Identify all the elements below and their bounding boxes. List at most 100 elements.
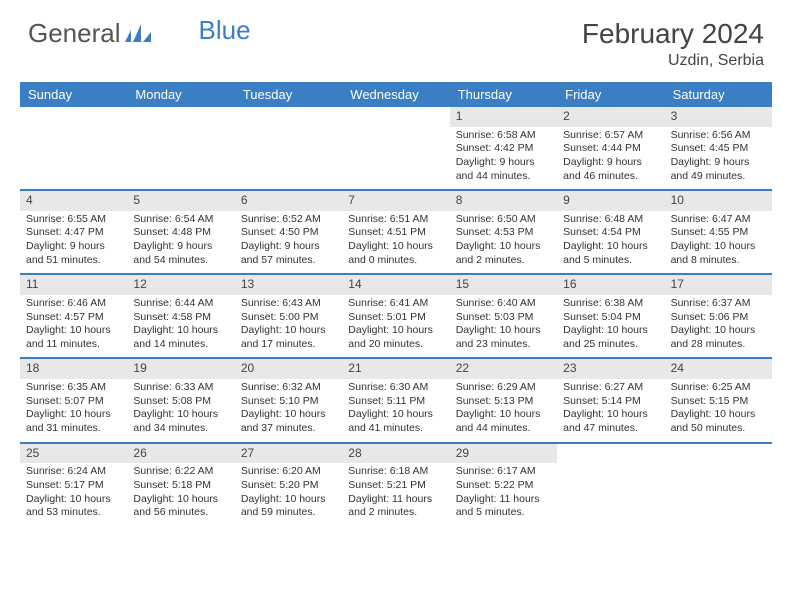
day-number: 11 [20,275,127,295]
day-cell [342,107,449,189]
daylight-text: Daylight: 9 hours and 44 minutes. [456,156,551,183]
daylight-text: Daylight: 10 hours and 14 minutes. [133,324,228,351]
sunrise-text: Sunrise: 6:48 AM [563,213,658,227]
daylight-text: Daylight: 9 hours and 57 minutes. [241,240,336,267]
day-cell: 29Sunrise: 6:17 AMSunset: 5:22 PMDayligh… [450,444,557,526]
day-number: 23 [557,359,664,379]
sunset-text: Sunset: 4:42 PM [456,142,551,156]
daylight-text: Daylight: 9 hours and 46 minutes. [563,156,658,183]
day-cell: 2Sunrise: 6:57 AMSunset: 4:44 PMDaylight… [557,107,664,189]
sunset-text: Sunset: 4:45 PM [671,142,766,156]
daylight-text: Daylight: 10 hours and 59 minutes. [241,493,336,520]
sunrise-text: Sunrise: 6:41 AM [348,297,443,311]
day-number: 8 [450,191,557,211]
sunset-text: Sunset: 5:01 PM [348,311,443,325]
day-cell: 3Sunrise: 6:56 AMSunset: 4:45 PMDaylight… [665,107,772,189]
sunset-text: Sunset: 5:03 PM [456,311,551,325]
daylight-text: Daylight: 10 hours and 34 minutes. [133,408,228,435]
day-number: 29 [450,444,557,464]
sunrise-text: Sunrise: 6:38 AM [563,297,658,311]
day-number: 6 [235,191,342,211]
day-number: 26 [127,444,234,464]
daylight-text: Daylight: 10 hours and 41 minutes. [348,408,443,435]
daylight-text: Daylight: 9 hours and 54 minutes. [133,240,228,267]
sunset-text: Sunset: 5:18 PM [133,479,228,493]
sunset-text: Sunset: 4:50 PM [241,226,336,240]
day-number: 27 [235,444,342,464]
daylight-text: Daylight: 10 hours and 28 minutes. [671,324,766,351]
sunrise-text: Sunrise: 6:40 AM [456,297,551,311]
location: Uzdin, Serbia [582,52,764,70]
day-number: 25 [20,444,127,464]
day-number: 2 [557,107,664,127]
day-cell: 10Sunrise: 6:47 AMSunset: 4:55 PMDayligh… [665,191,772,273]
sunrise-text: Sunrise: 6:54 AM [133,213,228,227]
daylight-text: Daylight: 10 hours and 56 minutes. [133,493,228,520]
day-number: 19 [127,359,234,379]
day-number: 18 [20,359,127,379]
day-number: 9 [557,191,664,211]
daylight-text: Daylight: 10 hours and 17 minutes. [241,324,336,351]
daylight-text: Daylight: 10 hours and 11 minutes. [26,324,121,351]
sunrise-text: Sunrise: 6:33 AM [133,381,228,395]
daylight-text: Daylight: 10 hours and 31 minutes. [26,408,121,435]
title-block: February 2024 Uzdin, Serbia [582,18,764,70]
sunset-text: Sunset: 5:06 PM [671,311,766,325]
daylight-text: Daylight: 10 hours and 5 minutes. [563,240,658,267]
daylight-text: Daylight: 10 hours and 8 minutes. [671,240,766,267]
sunset-text: Sunset: 5:07 PM [26,395,121,409]
sunset-text: Sunset: 4:57 PM [26,311,121,325]
day-number: 22 [450,359,557,379]
sunset-text: Sunset: 4:48 PM [133,226,228,240]
sunset-text: Sunset: 4:54 PM [563,226,658,240]
day-cell: 21Sunrise: 6:30 AMSunset: 5:11 PMDayligh… [342,359,449,441]
sunset-text: Sunset: 4:53 PM [456,226,551,240]
sunset-text: Sunset: 4:44 PM [563,142,658,156]
logo-text-2: Blue [199,15,251,46]
sunset-text: Sunset: 4:47 PM [26,226,121,240]
day-cell: 11 Sunrise: 6:46 AMSunset: 4:57 PMDayligh… [20,275,127,357]
day-cell: 14Sunrise: 6:41 AMSunset: 5:01 PMDayligh… [342,275,449,357]
day-cell [665,444,772,526]
sunset-text: Sunset: 4:51 PM [348,226,443,240]
day-cell: 18 Sunrise: 6:35 AMSunset: 5:07 PMDayligh… [20,359,127,441]
sunrise-text: Sunrise: 6:37 AM [671,297,766,311]
logo-chart-icon [125,18,151,49]
day-number: 7 [342,191,449,211]
sunset-text: Sunset: 5:11 PM [348,395,443,409]
day-cell [235,107,342,189]
day-header: Wednesday [342,82,449,107]
daylight-text: Daylight: 11 hours and 2 minutes. [348,493,443,520]
sunset-text: Sunset: 5:10 PM [241,395,336,409]
sunset-text: Sunset: 5:13 PM [456,395,551,409]
day-cell: 23Sunrise: 6:27 AMSunset: 5:14 PMDayligh… [557,359,664,441]
sunrise-text: Sunrise: 6:44 AM [133,297,228,311]
daylight-text: Daylight: 10 hours and 50 minutes. [671,408,766,435]
sunrise-text: Sunrise: 6:30 AM [348,381,443,395]
sunrise-text: Sunrise: 6:35 AM [26,381,121,395]
day-number: 12 [127,275,234,295]
sunset-text: Sunset: 5:00 PM [241,311,336,325]
sunrise-text: Sunrise: 6:17 AM [456,465,551,479]
sunrise-text: Sunrise: 6:47 AM [671,213,766,227]
daylight-text: Daylight: 10 hours and 0 minutes. [348,240,443,267]
day-header: Saturday [665,82,772,107]
day-cell: 13Sunrise: 6:43 AMSunset: 5:00 PMDayligh… [235,275,342,357]
sunrise-text: Sunrise: 6:46 AM [26,297,121,311]
sunrise-text: Sunrise: 6:20 AM [241,465,336,479]
day-cell [127,107,234,189]
week-row: 4Sunrise: 6:55 AMSunset: 4:47 PMDaylight… [20,189,772,273]
day-cell: 16Sunrise: 6:38 AMSunset: 5:04 PMDayligh… [557,275,664,357]
daylight-text: Daylight: 10 hours and 44 minutes. [456,408,551,435]
month-title: February 2024 [582,18,764,50]
day-cell: 4Sunrise: 6:55 AMSunset: 4:47 PMDaylight… [20,191,127,273]
day-cell: 26Sunrise: 6:22 AMSunset: 5:18 PMDayligh… [127,444,234,526]
sunset-text: Sunset: 5:15 PM [671,395,766,409]
daylight-text: Daylight: 9 hours and 49 minutes. [671,156,766,183]
sunrise-text: Sunrise: 6:56 AM [671,129,766,143]
day-number: 15 [450,275,557,295]
day-cell: 20Sunrise: 6:32 AMSunset: 5:10 PMDayligh… [235,359,342,441]
sunrise-text: Sunrise: 6:27 AM [563,381,658,395]
day-number: 14 [342,275,449,295]
sunrise-text: Sunrise: 6:43 AM [241,297,336,311]
